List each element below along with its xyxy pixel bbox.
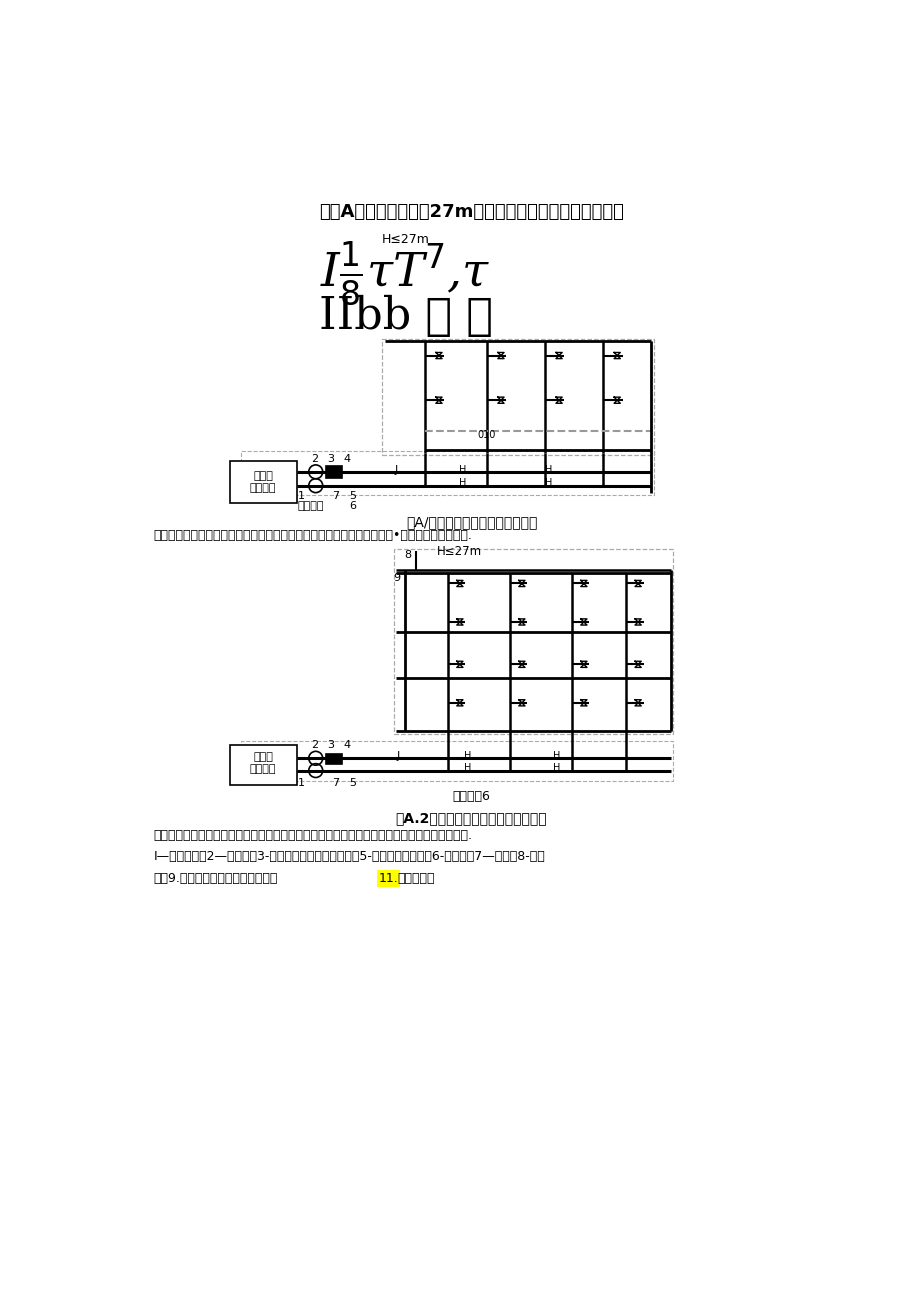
Text: 2: 2: [311, 454, 318, 463]
Text: 饮水嘴）。: 饮水嘴）。: [397, 872, 435, 885]
Bar: [230, 461, 297, 502]
Text: 直饮水站: 直饮水站: [298, 501, 324, 511]
Text: 6: 6: [349, 501, 356, 511]
Text: J: J: [396, 751, 399, 761]
Text: 11.: 11.: [378, 872, 398, 885]
Bar: [241, 742, 673, 782]
Text: 直饮水站6: 直饮水站6: [452, 790, 490, 803]
Text: H: H: [552, 764, 560, 773]
Text: H: H: [545, 464, 552, 475]
Text: 9: 9: [392, 572, 400, 583]
Text: ㎝；9.终端饮水设法（包含饮水器或: ㎝；9.终端饮水设法（包含饮水器或: [153, 872, 278, 885]
Text: 7: 7: [332, 492, 339, 501]
Text: 直饮水
处理系统: 直饮水 处理系统: [249, 471, 276, 493]
Text: H: H: [458, 464, 465, 475]
Bar: [382, 338, 652, 455]
Text: 直饮水
处理系统: 直饮水 处理系统: [249, 752, 276, 774]
Text: 3: 3: [326, 454, 334, 463]
Text: 5: 5: [349, 492, 356, 501]
Bar: [325, 753, 342, 765]
Text: H: H: [552, 751, 560, 761]
Text: 1: 1: [297, 778, 304, 788]
Bar: [325, 467, 342, 477]
Text: 2: 2: [311, 740, 318, 751]
Text: IIbb ト ト: IIbb ト ト: [318, 295, 492, 338]
Text: 010: 010: [477, 429, 495, 440]
Text: 附录A建筑高度不超过27m的多层建筑管道入户供水系统图: 附录A建筑高度不超过27m的多层建筑管道入户供水系统图: [319, 203, 623, 221]
Text: 4: 4: [344, 454, 351, 463]
Text: I$\frac{1}{8}$τT$^{7}$,τ: I$\frac{1}{8}$τT$^{7}$,τ: [320, 239, 491, 307]
Text: 注：本图适用于供回水横干管可上卜分散布置的建筑，堵加建筑对管道的装饰要求，如学生宿舍.: 注：本图适用于供回水横干管可上卜分散布置的建筑，堵加建筑对管道的装饰要求，如学生…: [153, 829, 472, 842]
Text: H≤27m: H≤27m: [437, 545, 482, 558]
Text: I—专用水表：2—净水箱：3-消毒：冬变频调速供水泵：5-循环流量控制阀：6-泄水阀：7—过滤：8-川气: I—专用水表：2—净水箱：3-消毒：冬变频调速供水泵：5-循环流量控制阀：6-泄…: [153, 851, 545, 864]
Text: 7: 7: [332, 778, 339, 788]
Text: H: H: [458, 479, 465, 488]
Text: J: J: [394, 464, 398, 475]
Text: H≤27m: H≤27m: [381, 233, 429, 246]
Text: 4: 4: [344, 740, 351, 751]
Text: 3: 3: [326, 740, 334, 751]
Text: H: H: [463, 764, 471, 773]
Bar: [393, 549, 673, 734]
Text: 注：本图适用于供［可水横干管有条件布置在底层、地下室或顶层的建筑•如高档的单元式住宅.: 注：本图适用于供［可水横干管有条件布置在底层、地下室或顶层的建筑•如高档的单元式…: [153, 530, 472, 543]
Text: 8: 8: [404, 550, 411, 559]
Text: H: H: [545, 479, 552, 488]
Bar: [241, 451, 652, 494]
Text: 5: 5: [349, 778, 356, 788]
Text: H: H: [463, 751, 471, 761]
Text: 图A/上供下回式直供水系姚（一）: 图A/上供下回式直供水系姚（一）: [405, 515, 537, 530]
Bar: [230, 745, 297, 786]
Text: 1: 1: [297, 492, 304, 501]
Text: 图A.2单循环式管道直饮水系统（一）: 图A.2单循环式管道直饮水系统（一）: [395, 812, 547, 825]
